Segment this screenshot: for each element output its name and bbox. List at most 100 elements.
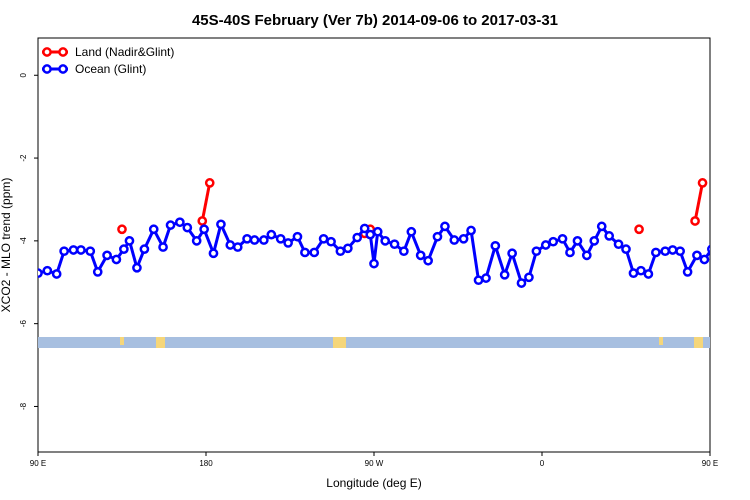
- series-group: [38, 178, 750, 288]
- data-point: [572, 236, 583, 246]
- data-point: [38, 268, 43, 279]
- data-point: [449, 235, 460, 245]
- data-point: [124, 236, 135, 246]
- data-point: [119, 244, 129, 254]
- y-axis: 0 -2 -4 -6 -8: [19, 72, 38, 410]
- data-point: [249, 235, 260, 245]
- chart-title: 45S-40S February (Ver 7b) 2014-09-06 to …: [192, 12, 558, 29]
- y-tick-label: -4: [19, 237, 28, 245]
- data-point: [111, 254, 122, 265]
- data-point: [175, 217, 185, 228]
- data-point: [68, 245, 79, 255]
- data-point: [132, 262, 142, 273]
- data-point: [389, 239, 400, 250]
- data-point: [440, 221, 450, 232]
- data-point: [318, 233, 329, 244]
- data-point: [499, 269, 510, 280]
- band-land-patch: [659, 337, 663, 345]
- series-ocean: [38, 217, 750, 288]
- y-axis-label: XCO2 - MLO trend (ppm): [0, 178, 13, 313]
- data-point: [42, 265, 53, 276]
- data-point: [581, 250, 592, 261]
- data-point: [682, 267, 693, 277]
- data-point: [51, 269, 62, 279]
- data-point: [565, 247, 575, 258]
- data-point: [232, 242, 243, 252]
- data-point: [729, 246, 736, 253]
- data-point: [359, 223, 370, 234]
- data-point: [736, 226, 743, 233]
- data-point: [721, 264, 728, 271]
- data-point: [199, 224, 209, 235]
- data-point: [352, 232, 363, 243]
- x-tick-label: 90 E: [30, 459, 46, 468]
- data-point: [690, 216, 700, 226]
- data-point: [531, 246, 542, 257]
- data-point: [707, 244, 710, 254]
- data-point: [266, 229, 277, 240]
- data-point: [692, 250, 702, 261]
- data-point: [372, 226, 383, 237]
- band-ocean: [38, 337, 710, 348]
- data-point: [714, 237, 721, 244]
- series-line: [693, 182, 704, 222]
- data-point: [458, 233, 469, 244]
- data-point: [423, 255, 433, 266]
- data-point: [660, 246, 671, 257]
- data-point: [225, 240, 236, 250]
- data-point: [667, 245, 678, 255]
- data-point: [473, 275, 484, 286]
- data-point: [613, 239, 624, 250]
- data-point: [369, 258, 379, 269]
- data-point: [216, 219, 226, 230]
- legend-label: Land (Nadir&Glint): [75, 45, 174, 59]
- data-point: [466, 225, 476, 236]
- data-point: [697, 178, 708, 188]
- data-point: [335, 246, 346, 257]
- data-point: [197, 216, 208, 226]
- legend: Land (Nadir&Glint) Ocean (Glint): [42, 45, 174, 76]
- data-point: [399, 246, 409, 257]
- data-point: [675, 246, 685, 257]
- data-point: [589, 236, 600, 246]
- x-tick-label: 90 W: [365, 459, 384, 468]
- data-point: [102, 250, 112, 261]
- data-point: [415, 250, 426, 261]
- data-point: [242, 233, 252, 244]
- band-land-patch: [156, 337, 165, 348]
- legend-marker: [42, 64, 52, 74]
- data-point: [182, 222, 193, 233]
- data-point: [540, 240, 551, 250]
- data-point: [380, 236, 391, 246]
- data-point: [604, 231, 615, 241]
- data-point: [259, 235, 269, 245]
- data-point: [275, 233, 286, 244]
- y-tick-label: 0: [19, 72, 28, 77]
- data-point: [85, 246, 96, 257]
- x-tick-label: 0: [540, 459, 545, 468]
- data-point: [596, 221, 607, 232]
- data-point: [204, 178, 215, 188]
- data-point: [634, 224, 644, 235]
- band-land-patch: [333, 337, 346, 348]
- land-sea-band: [38, 337, 710, 348]
- data-point: [516, 278, 527, 288]
- data-point: [139, 244, 150, 254]
- data-point: [76, 245, 86, 255]
- data-point: [744, 243, 750, 250]
- data-point: [165, 220, 176, 230]
- x-tick-label: 90 E: [702, 459, 718, 468]
- data-point: [208, 248, 219, 259]
- data-point: [292, 231, 303, 242]
- band-land-patch: [120, 337, 124, 345]
- data-point: [621, 244, 631, 254]
- data-point: [643, 269, 654, 279]
- data-point: [191, 236, 202, 246]
- data-point: [158, 242, 168, 252]
- data-point: [699, 254, 710, 265]
- legend-label: Ocean (Glint): [75, 62, 146, 76]
- y-tick-label: -2: [19, 154, 28, 162]
